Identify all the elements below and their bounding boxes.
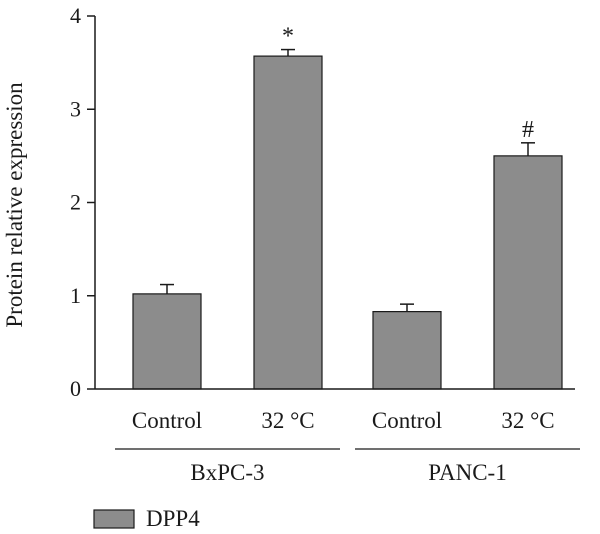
x-tick-label: Control <box>132 408 202 433</box>
y-axis: 0 1 2 3 4 <box>70 3 96 401</box>
y-tick-label: 2 <box>70 190 81 215</box>
y-tick-label: 3 <box>70 96 81 121</box>
y-tick-label: 1 <box>70 283 81 308</box>
significance-marker: * <box>282 24 294 50</box>
bar <box>372 311 442 390</box>
bars: *# <box>132 24 563 390</box>
y-axis-label: Protein relative expression <box>2 82 27 328</box>
legend: DPP4 <box>93 506 200 531</box>
y-tick-label: 0 <box>70 376 81 401</box>
x-tick-label: 32 °C <box>261 408 314 433</box>
bar <box>132 293 202 390</box>
x-axis: Control 32 °C Control 32 °C BxPC-3 PANC-1 <box>95 388 580 485</box>
significance-marker: # <box>522 117 534 143</box>
bar <box>253 55 323 390</box>
group-label: BxPC-3 <box>190 460 264 485</box>
legend-swatch <box>93 509 135 529</box>
x-tick-label: 32 °C <box>501 408 554 433</box>
y-tick-label: 4 <box>70 3 81 28</box>
group-label: PANC-1 <box>428 460 506 485</box>
bar <box>493 155 563 390</box>
x-tick-label: Control <box>372 408 442 433</box>
legend-label: DPP4 <box>146 506 200 531</box>
